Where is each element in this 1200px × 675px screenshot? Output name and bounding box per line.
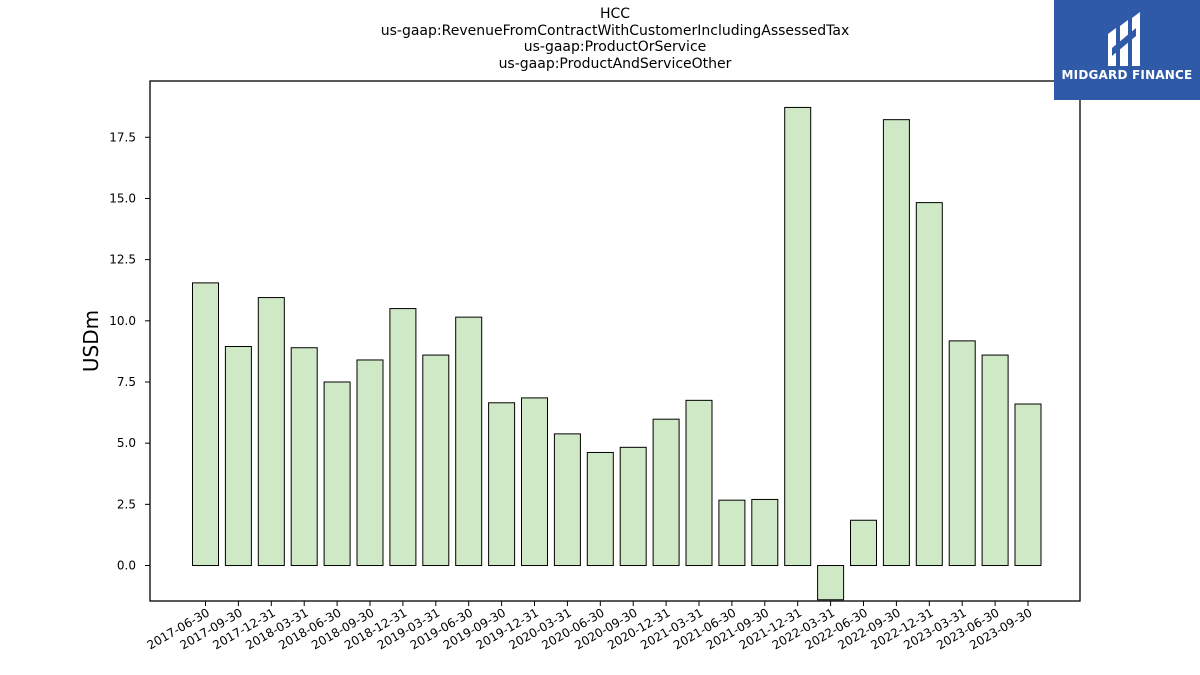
bar-2018-12-31 — [389, 308, 417, 567]
y-tick-label: 7.5 — [117, 375, 136, 389]
bar-2020-09-30 — [619, 446, 647, 567]
bar-2020-06-30 — [586, 451, 614, 567]
bar-2019-03-31 — [422, 354, 450, 567]
y-tick-label: 2.5 — [117, 497, 136, 511]
logo-mark-icon — [1108, 12, 1140, 66]
logo-text: MIDGARD FINANCE — [1061, 68, 1193, 82]
title-line-4: us-gaap:ProductAndServiceOther — [498, 55, 732, 72]
bar-2022-12-31 — [915, 202, 943, 567]
bar-2019-06-30 — [455, 316, 483, 567]
y-tick-label: 15.0 — [109, 191, 136, 205]
bar-2021-03-31 — [685, 399, 713, 567]
bar-2017-06-30 — [192, 282, 219, 567]
title-line-1: HCC — [599, 6, 631, 22]
title-line-2: us-gaap:RevenueFromContractWithCustomerI… — [380, 22, 850, 39]
y-tick-label: 10.0 — [109, 314, 136, 328]
y-tick-label: 12.5 — [109, 253, 136, 267]
bar-2019-12-31 — [521, 397, 548, 567]
y-tick-label: 5.0 — [117, 436, 136, 450]
bar-2021-09-30 — [751, 498, 779, 567]
bar-2018-06-30 — [323, 381, 351, 567]
y-axis-label: USDm — [79, 310, 103, 372]
bar-2022-09-30 — [882, 119, 910, 567]
bar-2018-09-30 — [356, 359, 384, 567]
bar-2017-12-31 — [257, 297, 285, 567]
bar-2020-03-31 — [553, 433, 581, 567]
bar-2023-09-30 — [1014, 403, 1042, 567]
bar-2017-09-30 — [224, 346, 252, 567]
title-line-3: us-gaap:ProductOrService — [523, 39, 707, 55]
bar-2020-12-31 — [652, 418, 680, 567]
y-tick-label: 17.5 — [109, 130, 136, 144]
bar-2022-06-30 — [850, 519, 877, 567]
bar-2021-12-31 — [784, 106, 812, 567]
plot-frame — [149, 80, 1081, 602]
brand-logo: MIDGARD FINANCE — [1054, 0, 1200, 100]
bar-2023-03-31 — [948, 340, 976, 567]
bar-2023-06-30 — [981, 354, 1009, 567]
chart-title: HCC us-gaap:RevenueFromContractWithCusto… — [0, 6, 1200, 72]
bar-2018-03-31 — [290, 347, 318, 567]
bar-2019-09-30 — [488, 402, 516, 567]
bar-2021-06-30 — [718, 499, 746, 567]
y-tick-label: 0.0 — [117, 559, 136, 573]
bar-2022-03-31 — [817, 565, 845, 601]
